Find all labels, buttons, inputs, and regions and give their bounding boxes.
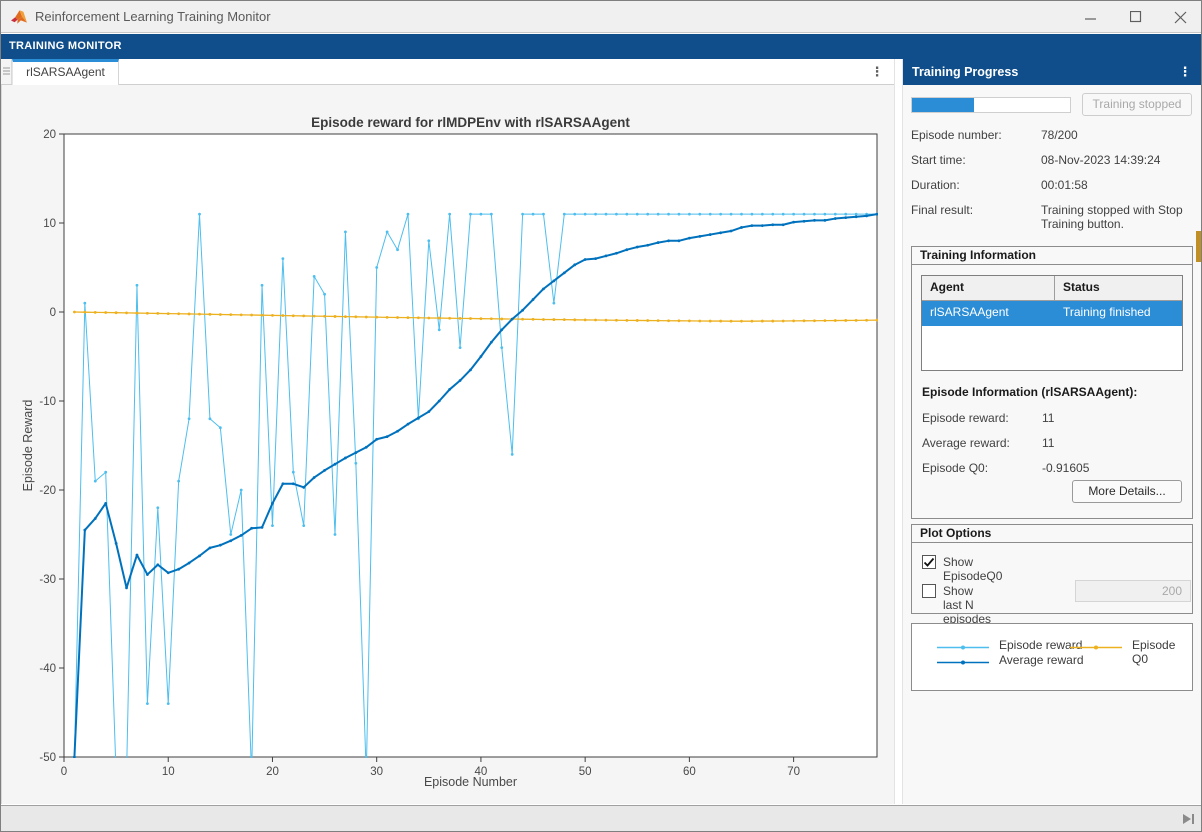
- start-time-value: 08-Nov-2023 14:39:24: [1041, 153, 1161, 167]
- panel-title: Training Progress: [912, 65, 1019, 79]
- episode-reward-value: 11: [1042, 411, 1055, 425]
- agent-column-header: Agent: [922, 276, 1055, 300]
- close-button[interactable]: [1158, 1, 1201, 33]
- document-tab-strip: rlSARSAAgent ⋮: [1, 59, 894, 85]
- svg-text:-30: -30: [39, 574, 56, 586]
- duration-label: Duration:: [911, 178, 960, 192]
- svg-text:0: 0: [50, 307, 56, 319]
- training-progress-bar: [911, 97, 1071, 113]
- training-stopped-button[interactable]: Training stopped: [1082, 93, 1192, 116]
- last-n-episodes-input[interactable]: [1075, 580, 1191, 602]
- final-result-value: Training stopped with Stop Training butt…: [1041, 203, 1183, 231]
- bottom-scroll-strip: [1, 805, 1201, 831]
- svg-text:0: 0: [61, 766, 67, 778]
- training-information-title: Training Information: [912, 247, 1192, 265]
- window-title: Reinforcement Learning Training Monitor: [35, 9, 271, 24]
- episode-number-label: Episode number:: [911, 128, 1002, 142]
- episode-number-value: 78/200: [1041, 128, 1078, 142]
- training-chart[interactable]: Episode reward for rlMDPEnv with rlSARSA…: [2, 85, 895, 804]
- legend-label: Episode Q0: [1132, 638, 1176, 666]
- legend-entry-episode-q0: Episode Q0: [1070, 638, 1190, 666]
- next-document-icon[interactable]: [1182, 812, 1196, 826]
- episode-reward-line-sample: [937, 645, 989, 650]
- minimize-icon: [1084, 18, 1096, 20]
- tab-label: rlSARSAAgent: [26, 65, 105, 79]
- training-information-group: Training Information Agent Status rlSARS…: [911, 246, 1193, 519]
- svg-text:60: 60: [683, 766, 696, 778]
- legend-entry-episode-reward: Episode reward: [937, 638, 1097, 653]
- training-progress-panel: Training stopped Episode number: 78/200 …: [903, 85, 1201, 804]
- panel-splitter[interactable]: [894, 59, 903, 804]
- average-reward-line-sample: [937, 660, 989, 665]
- svg-text:10: 10: [43, 218, 56, 230]
- panel-options-menu[interactable]: ⋮: [1178, 64, 1192, 80]
- episode-information-title: Episode Information (rlSARSAAgent):: [922, 385, 1138, 399]
- svg-text:Episode Reward: Episode Reward: [21, 400, 35, 492]
- plot-options-group: Plot Options Show EpisodeQ0 Show last N …: [911, 524, 1193, 626]
- progress-fill: [912, 98, 974, 112]
- training-progress-header: Training Progress ⋮: [903, 59, 1201, 85]
- average-reward-label: Average reward:: [922, 436, 1010, 450]
- agent-status-table: Agent Status rlSARSAAgent Training finis…: [921, 275, 1183, 371]
- table-header-row: Agent Status: [922, 276, 1182, 301]
- svg-text:-20: -20: [39, 485, 56, 497]
- legend-entry-average-reward: Average reward: [937, 653, 1097, 668]
- show-episodeq0-label: Show EpisodeQ0: [943, 555, 1003, 583]
- final-result-label: Final result:: [911, 203, 974, 217]
- maximize-icon: [1129, 11, 1141, 23]
- svg-text:40: 40: [475, 766, 488, 778]
- duration-value: 00:01:58: [1041, 178, 1088, 192]
- chart-legend: Episode reward Average reward Episode Q0: [911, 623, 1193, 691]
- episode-q0-line-sample: [1070, 645, 1122, 650]
- plot-options-title: Plot Options: [912, 525, 1192, 543]
- show-last-n-checkbox[interactable]: [922, 584, 936, 598]
- table-row[interactable]: rlSARSAAgent Training finished: [922, 301, 1182, 326]
- grip-icon: [2, 67, 10, 75]
- tab-grip-handle[interactable]: [1, 59, 12, 84]
- svg-text:-40: -40: [39, 663, 56, 675]
- figure-document: Episode reward for rlMDPEnv with rlSARSA…: [1, 85, 895, 804]
- tab-rlsarsaagent[interactable]: rlSARSAAgent: [12, 59, 119, 85]
- svg-text:30: 30: [370, 766, 383, 778]
- episode-q0-value: -0.91605: [1042, 461, 1090, 475]
- svg-text:Episode reward for rlMDPEnv wi: Episode reward for rlMDPEnv with rlSARSA…: [311, 115, 630, 130]
- show-episodeq0-checkbox[interactable]: [922, 555, 936, 569]
- scroll-position-marker[interactable]: [1196, 231, 1201, 262]
- svg-text:Episode Number: Episode Number: [424, 775, 517, 789]
- close-icon: [1174, 11, 1187, 23]
- tab-options-menu[interactable]: ⋮: [870, 64, 884, 80]
- status-column-header: Status: [1063, 280, 1100, 294]
- ribbon-tab-training-monitor[interactable]: TRAINING MONITOR: [9, 40, 122, 52]
- check-icon: [923, 557, 935, 567]
- more-details-button[interactable]: More Details...: [1072, 480, 1182, 503]
- svg-text:20: 20: [43, 129, 56, 141]
- show-last-n-label: Show last N episodes: [943, 584, 992, 626]
- agent-cell: rlSARSAAgent: [930, 305, 1009, 319]
- start-time-label: Start time:: [911, 153, 966, 167]
- svg-text:-50: -50: [39, 752, 56, 764]
- svg-text:-10: -10: [39, 396, 56, 408]
- minimize-button[interactable]: [1068, 1, 1113, 33]
- svg-text:10: 10: [162, 766, 175, 778]
- average-reward-value: 11: [1042, 436, 1055, 450]
- matlab-logo-icon: [11, 10, 27, 24]
- svg-text:70: 70: [787, 766, 800, 778]
- legend-label: Average reward: [999, 653, 1084, 667]
- maximize-button[interactable]: [1113, 1, 1158, 33]
- status-cell: Training finished: [1063, 305, 1151, 319]
- svg-text:50: 50: [579, 766, 592, 778]
- toolstrip-band: TRAINING MONITOR: [1, 34, 1201, 59]
- episode-q0-label: Episode Q0:: [922, 461, 989, 475]
- svg-text:20: 20: [266, 766, 279, 778]
- episode-reward-label: Episode reward:: [922, 411, 1009, 425]
- title-bar: Reinforcement Learning Training Monitor: [1, 1, 1201, 33]
- legend-label: Episode reward: [999, 638, 1083, 652]
